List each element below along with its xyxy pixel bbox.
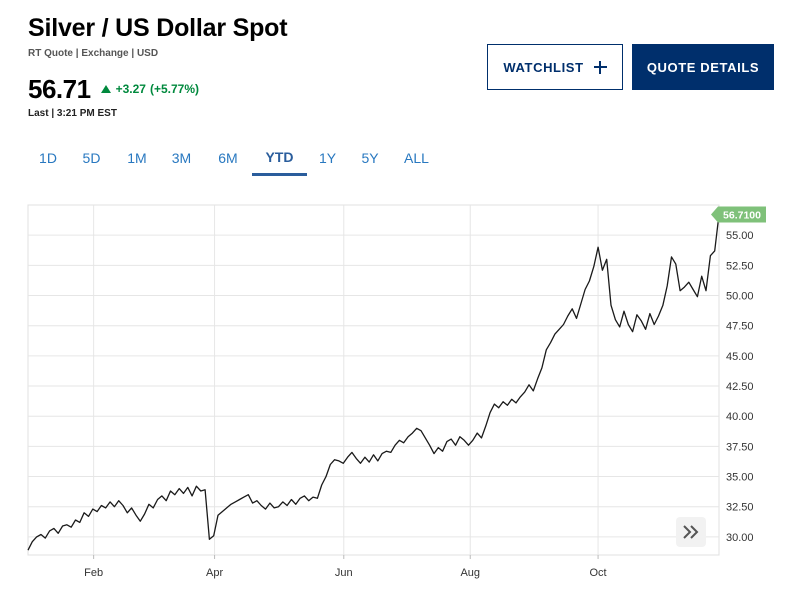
- watchlist-button[interactable]: WATCHLIST: [487, 44, 623, 90]
- y-tick-label: 32.50: [726, 502, 754, 514]
- watchlist-label: WATCHLIST: [503, 59, 584, 75]
- tab-ytd[interactable]: YTD: [252, 140, 307, 176]
- last-trade-time: Last | 3:21 PM EST: [28, 108, 117, 119]
- last-value-label: 56.7100: [723, 210, 761, 222]
- change-percent: (+5.77%): [149, 82, 199, 96]
- tab-all[interactable]: ALL: [404, 150, 429, 166]
- y-tick-label: 47.50: [726, 321, 754, 333]
- price-row: 56.71 +3.27 (+5.77%): [28, 74, 199, 104]
- quote-source: RT Quote | Exchange | USD: [28, 48, 159, 59]
- x-tick-label: Jun: [335, 567, 353, 579]
- expand-chart-button[interactable]: [676, 517, 706, 547]
- y-tick-label: 40.00: [726, 411, 754, 423]
- y-tick-label: 35.00: [726, 472, 754, 484]
- y-tick-label: 42.50: [726, 381, 754, 393]
- y-tick-label: 37.50: [726, 441, 754, 453]
- quote-details-label: QUOTE DETAILS: [646, 59, 760, 75]
- y-tick-label: 52.50: [726, 260, 754, 272]
- y-tick-label: 45.00: [726, 351, 754, 363]
- tab-1d[interactable]: 1D: [39, 150, 57, 166]
- last-value-tag: [711, 206, 766, 223]
- tab-5y[interactable]: 5Y: [361, 150, 379, 166]
- x-tick-label: Feb: [84, 567, 103, 579]
- price-change: +3.27 (+5.77%): [100, 82, 199, 96]
- double-chevron-right-icon: [683, 525, 699, 539]
- x-tick-label: Oct: [590, 567, 607, 579]
- x-tick-label: Apr: [206, 567, 223, 579]
- series-line: [27, 214, 720, 551]
- last-price: 56.71: [28, 73, 91, 104]
- price-chart: 30.00 32.50 35.00 37.50 40.00 42.50 45.00 47.50…: [27, 204, 766, 579]
- change-value: +3.27: [115, 82, 146, 96]
- tab-6m[interactable]: 6M: [218, 150, 238, 166]
- plot-frame: [27, 204, 720, 556]
- y-tick-label: 30.00: [726, 532, 754, 544]
- x-tick-label: Aug: [460, 567, 480, 579]
- y-tick-label: 50.00: [726, 291, 754, 303]
- up-arrow-icon: [100, 85, 111, 93]
- quote-details-button[interactable]: QUOTE DETAILS: [632, 44, 774, 90]
- tab-1y[interactable]: 1Y: [318, 150, 337, 166]
- tab-5d[interactable]: 5D: [82, 150, 101, 166]
- tab-1m[interactable]: 1M: [127, 150, 147, 166]
- plus-icon: [593, 60, 607, 74]
- page-title: Silver / US Dollar Spot: [28, 14, 288, 42]
- time-range-tabs: 1D 5D 1M 3M 6M YTD 1Y 5Y ALL: [28, 140, 441, 176]
- y-tick-label: 55.00: [726, 230, 754, 242]
- tab-3m[interactable]: 3M: [171, 150, 192, 166]
